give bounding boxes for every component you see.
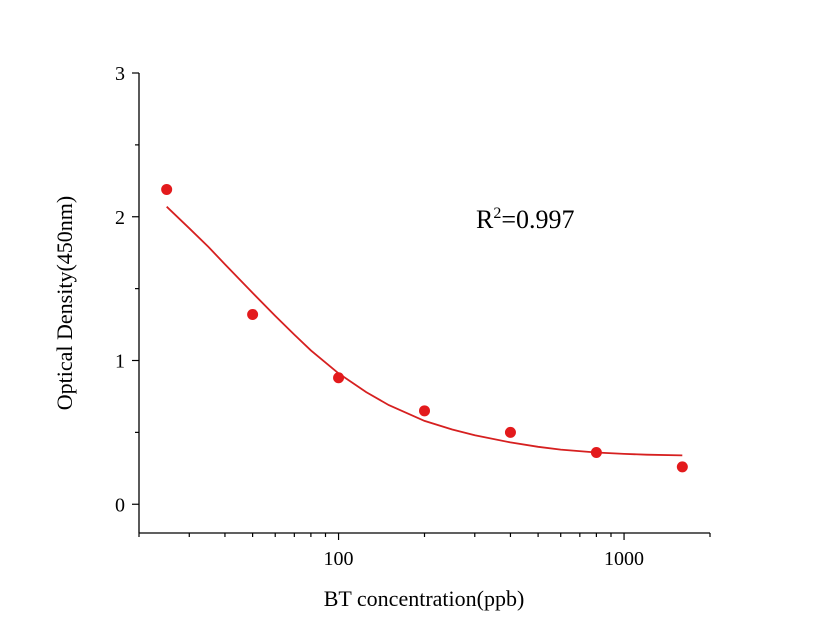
r-squared-exponent: 2 [493,205,501,222]
y-axis-title: Optical Density(450nm) [52,196,77,410]
r-squared-value: =0.997 [501,205,574,234]
fit-curve-layer [166,206,683,457]
x-axis-title: BT concentration(ppb) [324,586,525,611]
x-tick-label: 100 [324,548,354,570]
y-tick-label: 2 [115,207,125,229]
r-squared-annotation: R2=0.997 [476,205,575,234]
y-tick-label: 1 [115,351,125,373]
data-point [419,405,430,417]
data-point [247,309,259,320]
x-tick-label: 1000 [604,548,644,570]
data-point [333,372,345,384]
data-points-layer [161,183,688,473]
axes: 0 1 2 3 100 1000 [115,63,711,570]
data-point [161,183,173,195]
r-squared-base: R [476,205,494,234]
data-point [676,461,688,473]
y-tick-label: 3 [115,63,125,85]
y-tick-label: 0 [115,494,125,516]
fit-curve [166,206,683,457]
data-point [504,426,516,438]
data-point [590,447,602,458]
